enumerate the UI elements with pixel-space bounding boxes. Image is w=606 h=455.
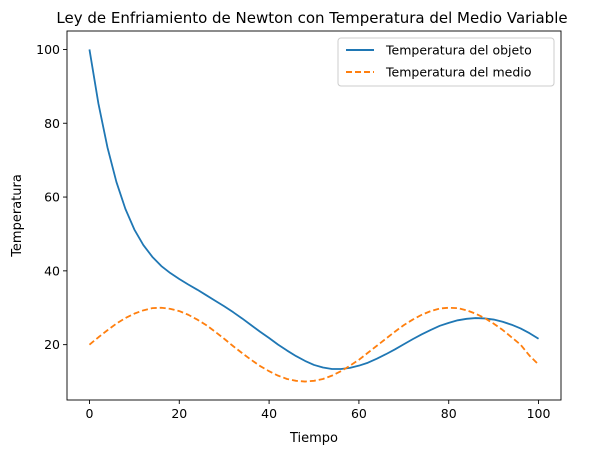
y-tick-label: 100 [36,42,60,57]
x-tick-label: 0 [85,406,93,421]
y-ticks: 20 40 60 80 100 [36,42,67,352]
legend-label-objeto: Temperatura del objeto [385,43,532,58]
y-tick-label: 20 [44,337,60,352]
y-tick-label: 60 [44,190,60,205]
y-axis-label: Temperatura [10,174,25,258]
series-line-0 [88,49,540,370]
plot-frame [66,30,562,401]
x-axis-label: Tiempo [289,431,338,446]
y-tick-label: 80 [44,116,60,131]
x-tick-label: 60 [351,406,367,421]
x-tick-label: 20 [171,406,187,421]
plot-lines [88,49,540,383]
x-ticks: 0 20 40 60 80 100 [85,400,551,421]
legend-box [337,37,555,87]
x-tick-label: 80 [441,406,457,421]
x-tick-label: 40 [261,406,277,421]
chart-title: Ley de Enfriamiento de Newton con Temper… [56,9,567,27]
legend: Temperatura del objeto Temperatura del m… [337,37,555,87]
legend-label-medio: Temperatura del medio [385,65,531,80]
y-tick-label: 40 [44,263,60,278]
series-line-1 [88,306,540,383]
x-tick-label: 100 [527,406,551,421]
